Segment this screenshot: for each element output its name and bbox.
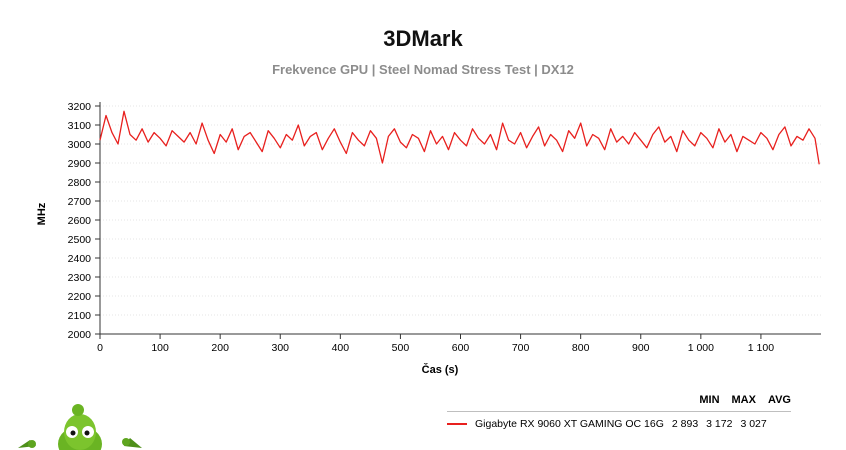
- y-tick-label: 2100: [68, 310, 92, 322]
- legend-divider: [447, 411, 791, 412]
- legend-header-min: MIN: [699, 394, 720, 406]
- y-tick-label: 2900: [68, 158, 92, 170]
- y-tick-label: 3100: [68, 120, 92, 132]
- line-chart: 2000210022002300240025002600270028002900…: [68, 101, 821, 354]
- legend-swatch: [447, 423, 467, 425]
- y-tick-label: 2600: [68, 215, 92, 227]
- y-tick-label: 2300: [68, 272, 92, 284]
- x-tick-label: 600: [452, 342, 470, 354]
- x-tick-label: 700: [512, 342, 530, 354]
- y-tick-label: 2800: [68, 177, 92, 189]
- y-tick-label: 2500: [68, 234, 92, 246]
- y-axis-label: MHz: [36, 202, 48, 226]
- x-tick-label: 300: [271, 342, 289, 354]
- series-line-0: [99, 110, 820, 165]
- y-tick-label: 2400: [68, 253, 92, 265]
- x-tick-label: 200: [211, 342, 229, 354]
- legend-header: MIN MAX AVG: [687, 394, 791, 406]
- x-tick-label: 1 100: [748, 342, 774, 354]
- legend-entry: Gigabyte RX 9060 XT GAMING OC 16G 2 893 …: [447, 416, 791, 432]
- legend-max-value: 3 172: [706, 418, 733, 430]
- legend-header-avg: AVG: [767, 394, 791, 406]
- mascot-logo: [18, 404, 142, 450]
- legend-avg-value: 3 027: [740, 418, 767, 430]
- legend-header-max: MAX: [731, 394, 756, 406]
- x-tick-label: 400: [332, 342, 350, 354]
- x-tick-label: 800: [572, 342, 590, 354]
- chart-subtitle: Frekvence GPU | Steel Nomad Stress Test …: [272, 62, 574, 77]
- y-tick-label: 2700: [68, 196, 92, 208]
- y-tick-label: 2000: [68, 329, 92, 341]
- x-axis-label: Čas (s): [421, 364, 459, 376]
- x-tick-label: 0: [97, 342, 103, 354]
- legend-series-name: Gigabyte RX 9060 XT GAMING OC 16G: [475, 418, 664, 430]
- x-tick-label: 900: [632, 342, 650, 354]
- y-tick-label: 3000: [68, 139, 92, 151]
- x-tick-label: 1 000: [688, 342, 714, 354]
- y-tick-label: 2200: [68, 291, 92, 303]
- x-tick-label: 500: [392, 342, 410, 354]
- legend-min-value: 2 893: [671, 418, 699, 430]
- y-tick-label: 3200: [68, 101, 92, 113]
- x-tick-label: 100: [151, 342, 169, 354]
- chart-title: 3DMark: [383, 26, 463, 51]
